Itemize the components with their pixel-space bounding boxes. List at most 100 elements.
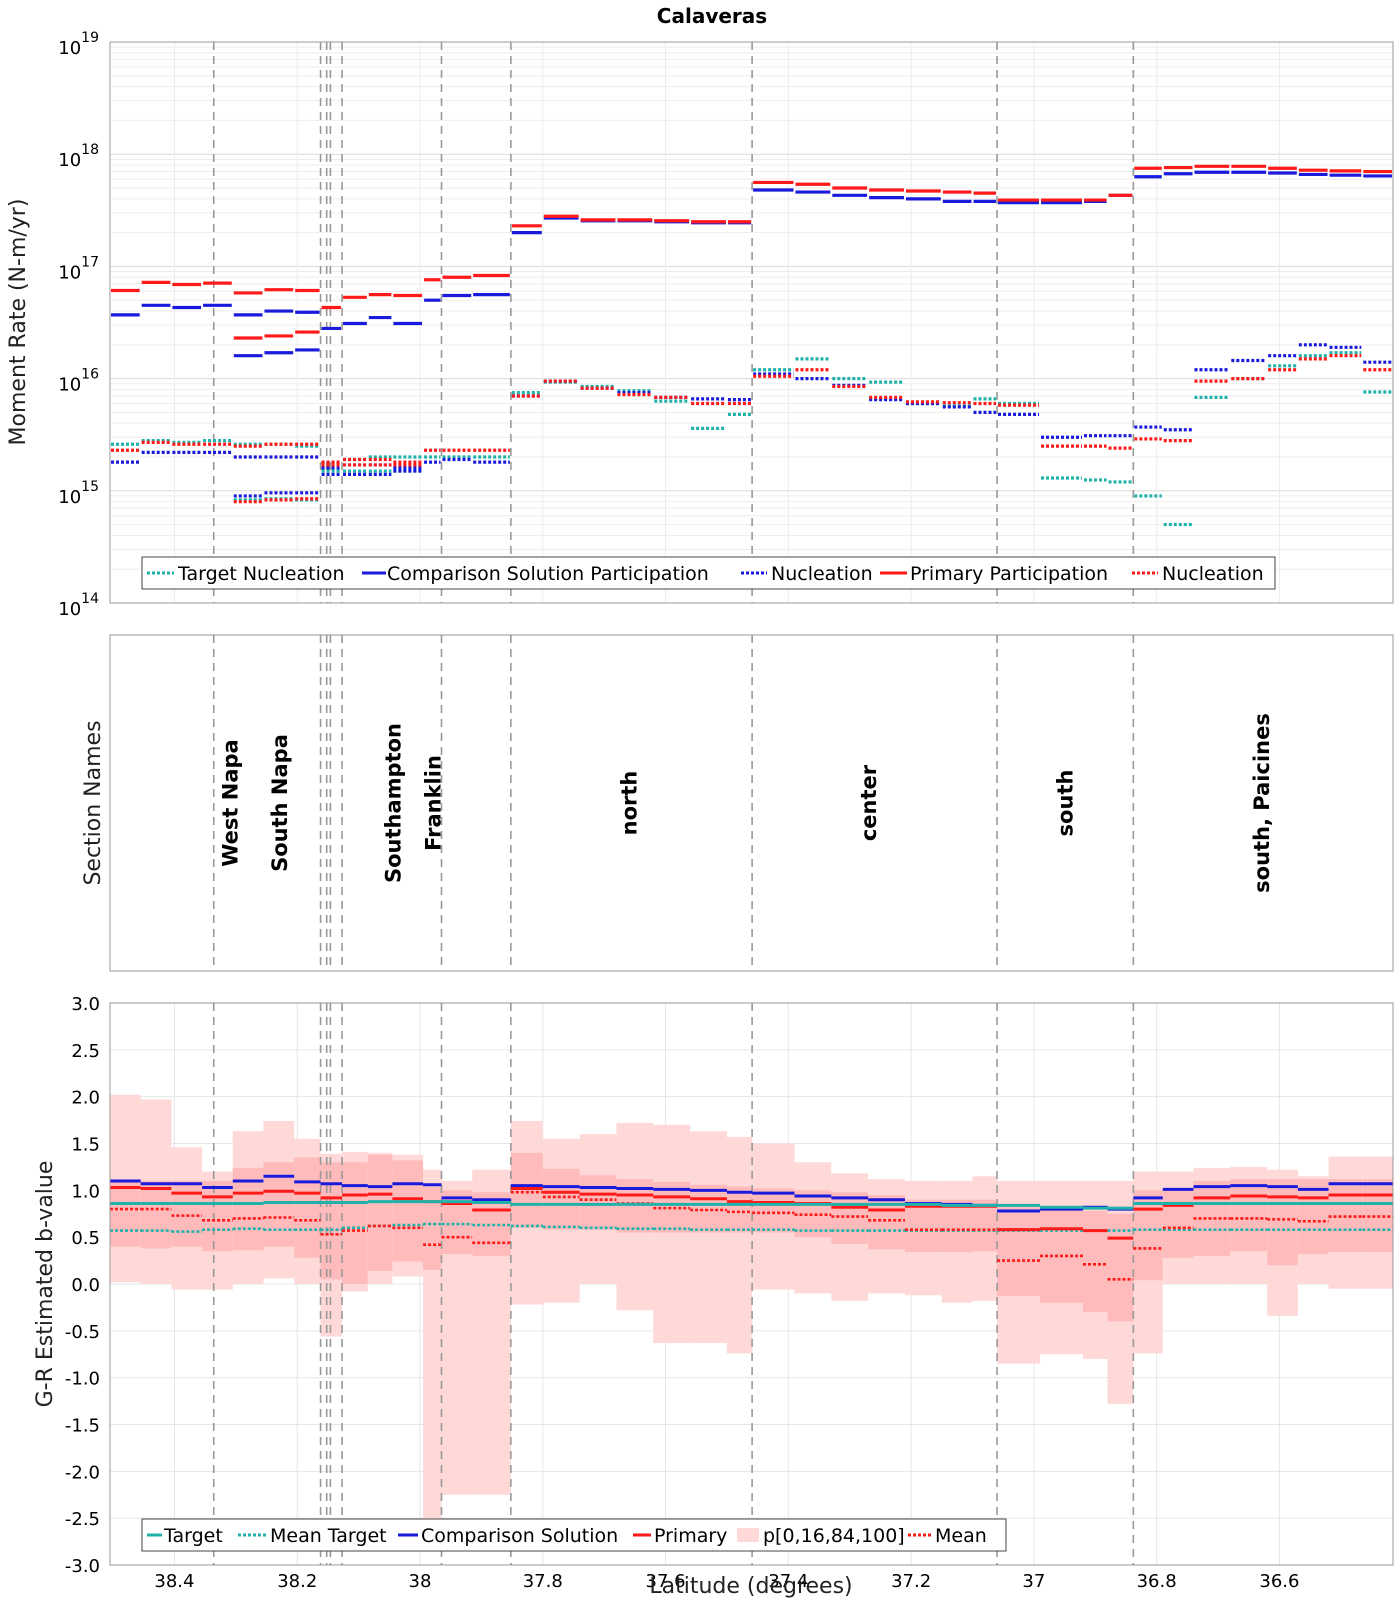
percentile-band-inner — [423, 1186, 442, 1270]
percentile-band-outer — [392, 1154, 424, 1277]
percentile-band-inner — [542, 1168, 580, 1230]
percentile-band-inner — [202, 1180, 233, 1252]
series-primary-nucleation-lower — [233, 463, 423, 504]
series-primary-participation — [111, 164, 1392, 310]
x-tick-label: 37 — [1022, 1571, 1045, 1592]
legend-mean-target: Mean Target — [270, 1525, 387, 1547]
section-names-panel: West Napa South Napa Southampton Franklin no… — [81, 634, 1394, 972]
percentile-band-inner — [392, 1160, 424, 1262]
percentile-band-outer — [140, 1099, 172, 1284]
percentile-band-outer — [1082, 1180, 1108, 1359]
percentile-band-inner — [320, 1162, 343, 1280]
percentile-band-inner — [726, 1186, 753, 1233]
legend-primary-nucleation: Nucleation — [1162, 563, 1264, 585]
series-comparison-solution-nucleation-lower — [233, 469, 423, 498]
b-value-y-tick: 3.0 — [71, 994, 100, 1015]
b-value-y-tick: -1.5 — [65, 1416, 100, 1437]
percentile-band-inner — [941, 1199, 973, 1253]
x-tick-label: 37.6 — [646, 1571, 686, 1592]
b-value-series — [110, 1174, 1393, 1281]
b-value-y-tick: -2.0 — [65, 1462, 100, 1483]
percentile-band-outer — [441, 1180, 473, 1495]
percentile-band-outer — [794, 1162, 832, 1294]
section-boundaries — [212, 635, 1135, 971]
x-tick-label: 37.8 — [523, 1571, 563, 1592]
x-tick-label: 38.2 — [277, 1571, 317, 1592]
legend-primary-participation: Primary Participation — [910, 563, 1108, 585]
percentile-band-inner — [752, 1188, 795, 1233]
percentile-band-outer — [1328, 1156, 1363, 1289]
b-value-legend: Target Mean Target Comparison Solution P… — [141, 1518, 1007, 1552]
percentile-band-inner — [690, 1184, 727, 1233]
b-value-plot-frame — [109, 1002, 1394, 1566]
percentile-band-outer — [232, 1131, 264, 1284]
b-value-percentile-bands — [110, 1094, 1393, 1528]
section-name-label: south, Paicines — [1250, 713, 1274, 893]
percentile-band-outer — [690, 1131, 727, 1344]
x-tick-label: 37.4 — [768, 1571, 808, 1592]
percentile-band-outer — [1362, 1156, 1393, 1289]
section-name-label: Southampton — [381, 723, 405, 883]
percentile-band-outer — [904, 1180, 942, 1296]
b-value-y-tick: 0.5 — [71, 1228, 100, 1249]
section-name-label: Franklin — [421, 755, 445, 851]
b-value-y-tick: -3.0 — [65, 1556, 100, 1577]
percentile-band-inner — [831, 1192, 869, 1244]
percentile-band-inner — [441, 1190, 473, 1255]
series-mean-target — [110, 1222, 1393, 1233]
b-value-y-tick: -2.5 — [65, 1509, 100, 1530]
percentile-band-outer — [367, 1152, 393, 1284]
percentile-band-inner — [997, 1207, 1041, 1297]
b-value-y-tick: 1.5 — [71, 1135, 100, 1156]
percentile-band-outer — [263, 1121, 295, 1279]
series-primary-nucleation — [111, 354, 1392, 464]
section-y-label: Section Names — [81, 720, 106, 885]
percentile-band-outer — [423, 1169, 442, 1528]
b-value-y-tick: 0.0 — [71, 1275, 100, 1296]
percentile-band-outer — [171, 1147, 203, 1290]
series-primary-participation-lower — [233, 330, 320, 340]
legend-percentiles: p[0,16,84,100] — [763, 1525, 905, 1547]
percentile-band-inner — [1133, 1190, 1163, 1281]
percentile-band-inner — [110, 1180, 141, 1247]
legend-primary: Primary — [654, 1525, 727, 1547]
b-value-panel: 3.0 2.5 2.0 1.5 1.0 0.5 0.0 -0.5 -1.0 -1.5 -2.0 -2.… — [33, 994, 1394, 1599]
moment-y-tick: 1018 — [58, 142, 99, 171]
moment-y-tick: 1014 — [58, 591, 99, 620]
moment-y-tick: 1019 — [58, 30, 99, 59]
percentile-band-inner — [972, 1199, 998, 1252]
chart-title: Calaveras — [657, 4, 767, 28]
percentile-band-outer — [752, 1143, 795, 1290]
moment-y-tick: 1016 — [58, 367, 99, 396]
legend-comparison: Comparison Solution — [421, 1525, 618, 1547]
moment-series — [111, 164, 1392, 527]
b-value-y-tick: 2.0 — [71, 1088, 100, 1109]
legend-target: Target — [163, 1525, 223, 1547]
x-ticks: 38.4 38.2 38 37.8 37.6 37.4 37.2 37 36.8 36.6 — [154, 1571, 1299, 1592]
moment-rate-panel: 1019 1018 1017 1016 1015 1014 Moment Rate (N-… — [6, 30, 1394, 620]
percentile-band-outer — [726, 1136, 753, 1354]
b-value-section-boundaries — [212, 1003, 1135, 1565]
x-tick-label: 36.6 — [1259, 1571, 1299, 1592]
b-value-y-tick: 2.5 — [71, 1041, 100, 1062]
section-name-labels: West Napa South Napa Southampton Franklin no… — [219, 713, 1274, 893]
percentile-band-outer — [294, 1138, 321, 1284]
percentile-band-outer — [653, 1124, 691, 1344]
section-name-label: north — [618, 771, 642, 836]
x-tick-label: 38 — [409, 1571, 432, 1592]
b-value-y-tick: 1.0 — [71, 1181, 100, 1202]
x-tick-label: 38.4 — [154, 1571, 194, 1592]
legend-mean: Mean — [935, 1525, 987, 1547]
percentile-band-inner — [140, 1180, 172, 1249]
b-value-y-tick: -0.5 — [65, 1322, 100, 1343]
moment-y-ticks: 1019 1018 1017 1016 1015 1014 — [58, 30, 99, 620]
percentile-band-outer — [1107, 1180, 1134, 1404]
moment-legend-box — [141, 556, 1276, 590]
percentile-band-outer — [941, 1180, 973, 1303]
percentile-band-inner — [904, 1199, 942, 1253]
section-name-label: center — [857, 764, 881, 841]
section-name-label: West Napa — [219, 739, 243, 866]
series-mean — [110, 1190, 1393, 1281]
b-value-y-ticks: 3.0 2.5 2.0 1.5 1.0 0.5 0.0 -0.5 -1.0 -1.5 -2.0 -2.… — [65, 994, 100, 1577]
